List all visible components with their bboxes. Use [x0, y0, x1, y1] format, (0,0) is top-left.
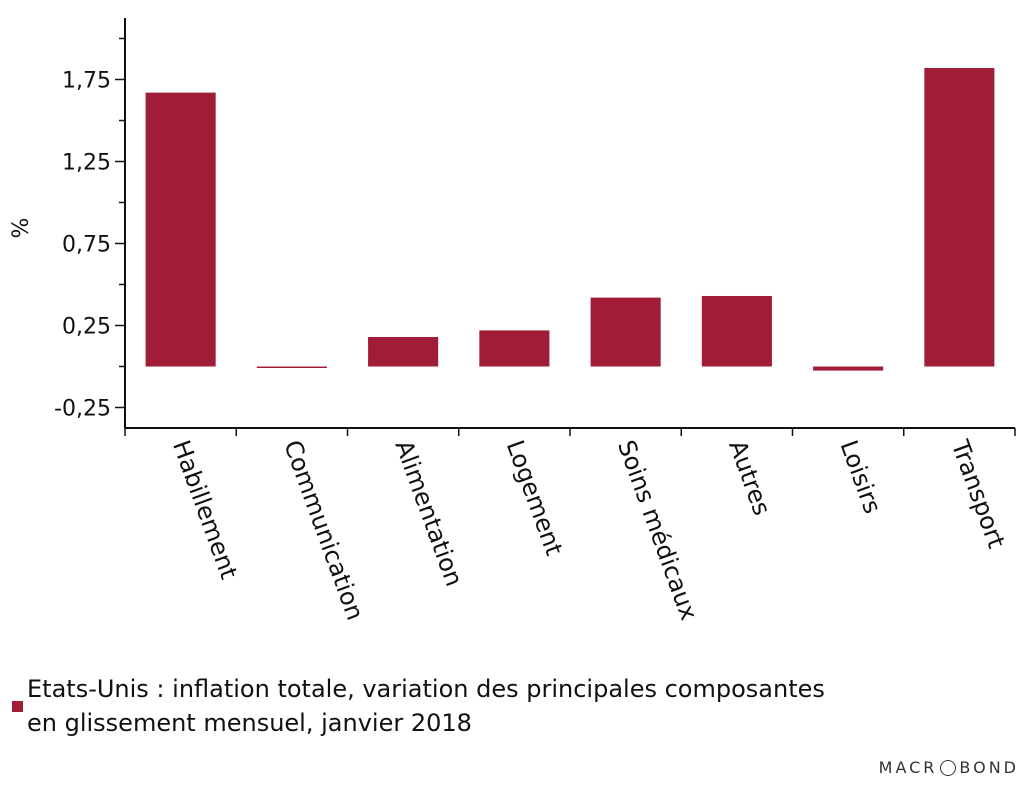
bar-alimentation — [368, 336, 439, 367]
bar-chart: Habillement Communication Alimentation Loge… — [9, 18, 1016, 624]
x-tick-label: Alimentation — [389, 436, 468, 590]
bar-autres — [701, 295, 772, 367]
logo-text-right: BOND — [959, 758, 1019, 777]
legend-text: Etats-Unis : inflation totale, variation… — [27, 672, 825, 740]
logo-text-left: MACR — [878, 758, 938, 777]
bar-loisirs — [813, 366, 884, 371]
y-tick-label: 1,25 — [62, 151, 111, 176]
legend-line-2: en glissement mensuel, janvier 2018 — [27, 709, 472, 737]
x-tick-labels: Habillement Communication Alimentation Loge… — [167, 436, 1011, 624]
bar-soins-médicaux — [590, 297, 661, 367]
bar-communication — [256, 366, 327, 368]
x-tick-label: Autres — [723, 436, 776, 519]
y-tick-label: -0,25 — [54, 397, 111, 422]
chart-axes — [115, 18, 1016, 436]
x-tick-label: Communication — [278, 436, 369, 623]
logo-circle-icon — [940, 759, 957, 776]
chart-bars — [145, 68, 995, 371]
bar-habillement — [145, 92, 216, 367]
legend-swatch — [12, 701, 23, 712]
macrobond-logo: MACR BOND — [879, 758, 1019, 777]
y-tick-label: 0,25 — [62, 315, 111, 340]
y-tick-label: 0,75 — [62, 233, 111, 258]
x-tick-label: Soins médicaux — [612, 436, 703, 623]
x-tick-label: Habillement — [167, 436, 243, 582]
bar-logement — [479, 330, 550, 367]
bar-transport — [924, 68, 995, 367]
x-tick-label: Loisirs — [834, 436, 886, 517]
y-axis-label: % — [9, 218, 34, 239]
y-tick-label: 1,75 — [62, 69, 111, 94]
legend: Etats-Unis : inflation totale, variation… — [12, 672, 825, 740]
x-tick-label: Logement — [501, 436, 568, 559]
legend-line-1: Etats-Unis : inflation totale, variation… — [27, 675, 825, 703]
x-tick-label: Transport — [945, 436, 1010, 552]
y-tick-labels: 1,75 1,25 0,75 0,25 -0,25 — [54, 69, 111, 422]
